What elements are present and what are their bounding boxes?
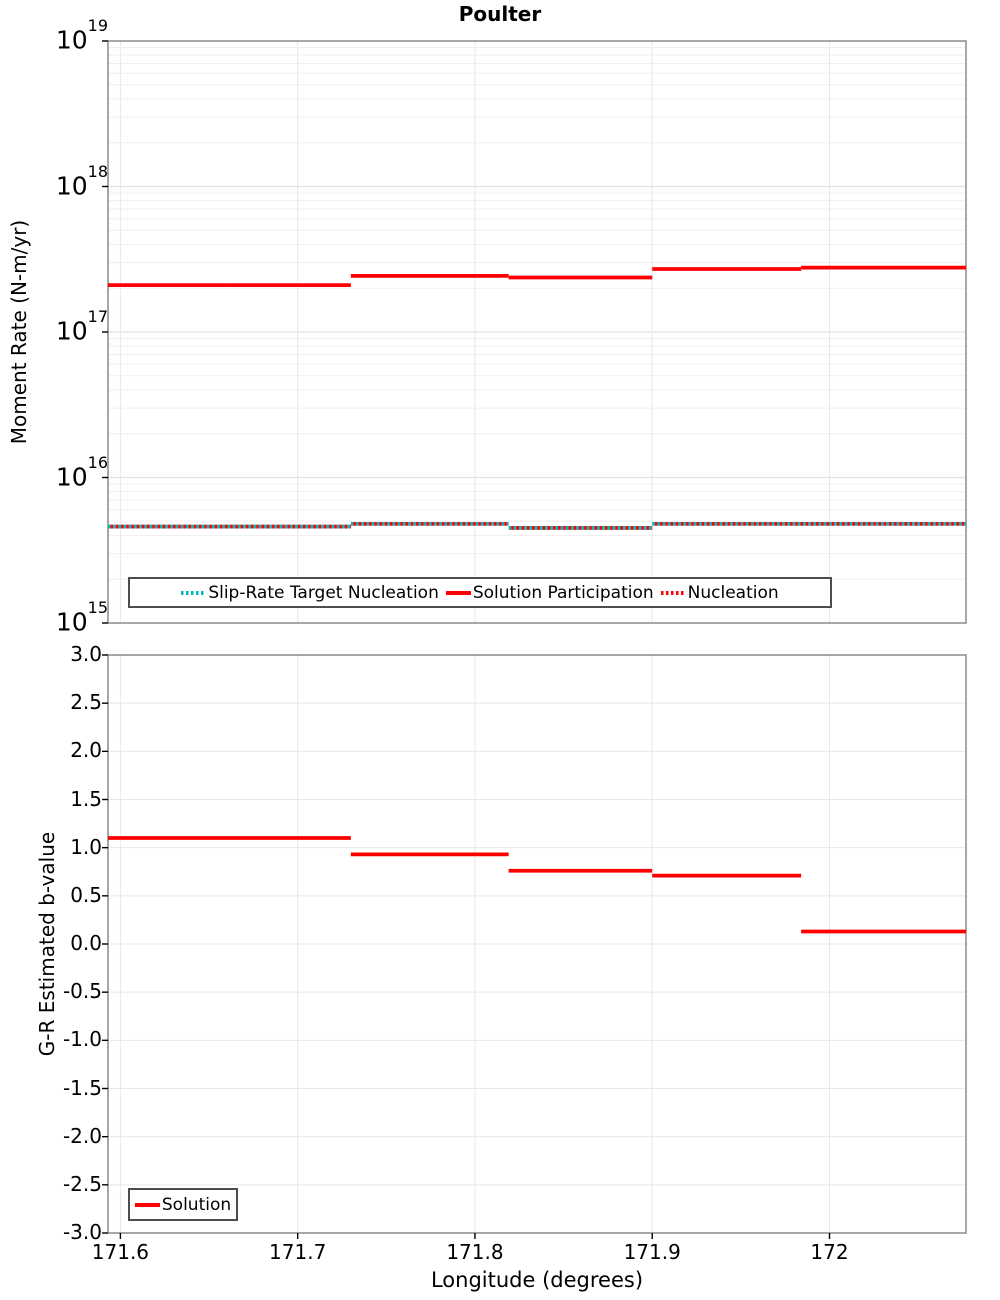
bvalue-legend: Solution [128,1188,238,1221]
axis-ticks [102,40,831,1239]
log-exponent: 18 [87,161,108,181]
log-ytick-label: 1016 [30,454,108,491]
y-tick-label: 0.0 [70,931,102,955]
y-tick-label: 2.5 [70,690,102,715]
series-solution-participation-moment-rate [108,265,966,288]
log-ytick-label: 1015 [30,600,108,637]
x-tick-label: 171.8 [446,1240,504,1264]
legend-label: Slip-Rate Target Nucleation [208,582,439,603]
log-exponent: 15 [87,598,108,617]
x-tick-label: 171.6 [91,1240,150,1264]
log-base: 10 [55,170,88,200]
legend-item-solution-participation: Solution Participation [445,582,654,603]
legend-label: Solution Participation [472,582,654,603]
log-ytick-label: 1017 [30,309,108,346]
log-ytick-label: 1019 [30,18,108,55]
legend-line-sample-dotted [181,590,207,595]
y-tick-label: -1.0 [62,1027,102,1052]
legend-line-sample-solid [134,1202,160,1207]
x-tick-label: 172 [810,1240,849,1264]
log-exponent: 16 [87,452,108,472]
series-nucleation-moment-rate [108,521,966,530]
legend-item-nucleation: Nucleation [660,582,779,603]
moment-rate-legend: Slip-Rate Target Nucleation Solution Part… [128,577,832,608]
y-tick-label: -1.5 [62,1075,102,1100]
legend-label: Nucleation [687,582,779,603]
series-slip-rate-target-nucleation-moment-rate [108,521,966,530]
log-base: 10 [55,607,88,637]
log-exponent: 17 [87,307,108,326]
y-tick-label: 1.0 [70,834,102,859]
log-base: 10 [55,316,88,346]
y-tick-label: 1.5 [70,786,102,811]
x-tick-label: 171.9 [623,1240,681,1264]
bvalue-grid [108,655,966,1233]
y-tick-label: -2.5 [62,1171,102,1196]
legend-line-sample-dotted [660,590,686,595]
legend-label: Solution [161,1194,232,1215]
legend-item-slip-rate-target-nucleation: Slip-Rate Target Nucleation [181,583,439,603]
y-tick-label: 0.5 [70,882,102,907]
log-base: 10 [55,461,88,491]
y-tick-label: -0.5 [62,979,102,1004]
series-solution-bvalue [108,836,966,934]
x-tick-label: 171.7 [269,1240,327,1264]
moment-rate-grid [108,41,966,623]
log-base: 10 [55,25,88,55]
legend-line-sample-solid [445,590,471,595]
longitude-axis-label: Longitude (degrees) [430,1268,644,1292]
y-tick-label: -3.0 [62,1220,102,1244]
y-tick-label: 2.0 [70,738,102,763]
chart-title: Poulter [458,2,542,26]
y-tick-label: -2.0 [62,1123,102,1148]
log-ytick-label: 1018 [30,163,108,200]
moment-rate-axis-label: Moment Rate (N-m/yr) [7,219,31,445]
y-tick-label: 3.0 [70,642,102,666]
log-exponent: 19 [87,16,108,35]
legend-item-solution: Solution [134,1194,232,1215]
